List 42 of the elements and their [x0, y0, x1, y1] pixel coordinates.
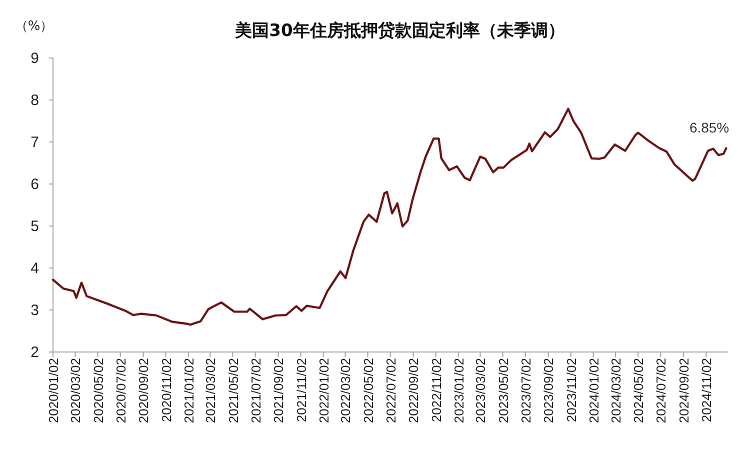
x-tick-label: 2023/07/02 — [518, 358, 534, 424]
y-axis-title: （%） — [14, 19, 54, 34]
x-tick-label: 2021/11/02 — [294, 358, 309, 422]
x-tick-label: 2023/01/02 — [451, 358, 466, 424]
y-tick-label: 6 — [30, 176, 39, 193]
x-tick-label: 2023/11/02 — [564, 358, 579, 422]
x-tick-label: 2020/01/02 — [46, 358, 61, 424]
x-tick-label: 2021/01/02 — [181, 358, 196, 424]
chart-title: 美国30年住房抵押贷款固定利率（未季调） — [234, 21, 565, 41]
x-tick-label: 2022/05/02 — [360, 358, 376, 424]
x-tick-label: 2024/01/02 — [586, 358, 602, 424]
x-tick-label: 2023/03/02 — [473, 358, 488, 424]
x-tick-label: 2021/03/02 — [203, 358, 218, 424]
x-tick-label: 2020/03/02 — [68, 358, 84, 424]
x-tick-label: 2024/03/02 — [608, 358, 624, 424]
y-tick-label: 5 — [30, 218, 39, 235]
y-tick-label: 7 — [30, 134, 39, 151]
y-tick-label: 4 — [30, 260, 39, 277]
x-tick-label: 2024/05/02 — [631, 358, 646, 424]
x-tick-label: 2020/11/02 — [158, 358, 174, 422]
x-tick-label: 2021/07/02 — [248, 358, 264, 424]
x-tick-label: 2022/03/02 — [338, 358, 354, 424]
x-tick-label: 2022/09/02 — [406, 358, 422, 424]
line-series — [52, 108, 728, 326]
annotation: 6.85% — [689, 119, 730, 136]
x-tick-label: 2020/05/02 — [90, 358, 106, 424]
x-tick-label: 2020/07/02 — [113, 358, 128, 424]
x-tick-label: 2024/11/02 — [699, 358, 714, 422]
x-tick-label: 2023/09/02 — [541, 358, 556, 424]
x-tick-label: 2021/09/02 — [271, 358, 286, 424]
x-tick-label: 2022/01/02 — [316, 358, 332, 424]
y-tick-label: 9 — [30, 50, 39, 67]
x-tick-label: 2022/07/02 — [383, 358, 398, 424]
x-tick-label: 2024/09/02 — [676, 358, 692, 424]
x-tick-label: 2022/11/02 — [428, 358, 444, 422]
x-tick-label: 2023/05/02 — [496, 358, 511, 424]
x-tick-label: 2024/07/02 — [654, 358, 669, 424]
x-tick-label: 2020/09/02 — [136, 358, 152, 424]
y-tick-label: 8 — [30, 92, 39, 109]
x-tick-label: 2021/05/02 — [226, 358, 241, 424]
y-tick-label: 2 — [30, 344, 39, 361]
y-tick-label: 3 — [30, 302, 39, 319]
